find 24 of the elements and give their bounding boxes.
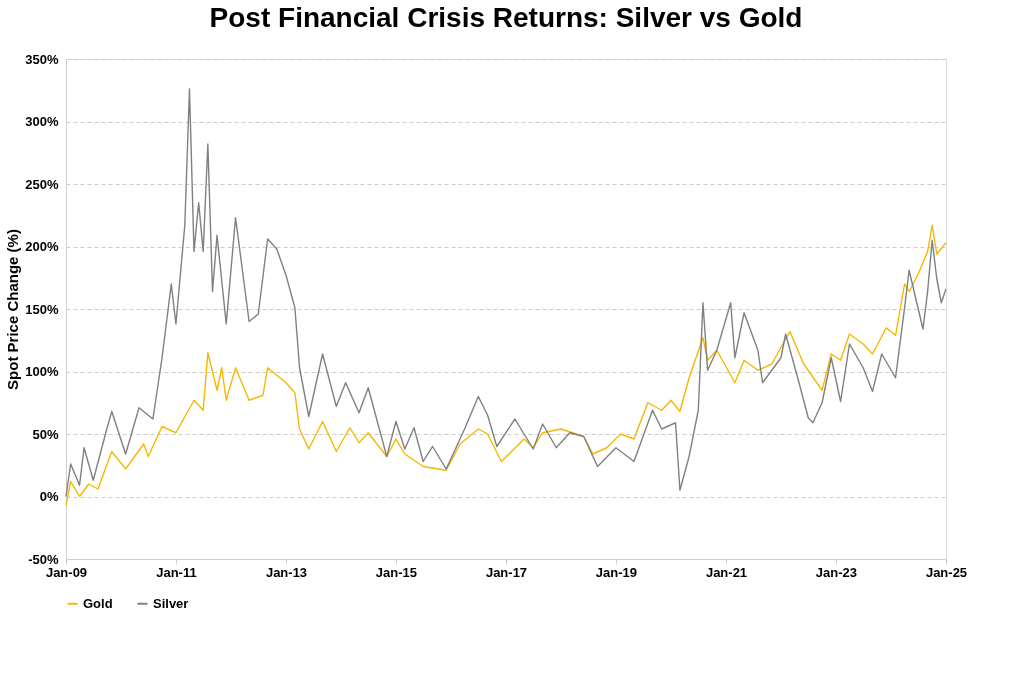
x-tick-label: Jan-25: [925, 564, 968, 580]
legend-label: Silver: [153, 595, 189, 611]
y-tick-label: 50%: [32, 426, 59, 442]
y-tick-label: 300%: [25, 114, 59, 129]
y-axis-title: Spot Price Change (%): [4, 229, 22, 390]
x-tick-label: Jan-19: [595, 564, 638, 580]
line-series: [65, 88, 947, 498]
x-tick-label: Jan-11: [156, 564, 197, 580]
y-tick-label: 250%: [25, 176, 59, 192]
y-tick-label: 150%: [25, 301, 59, 317]
y-tick-label: 0%: [39, 489, 59, 504]
x-tick-label: Jan-15: [375, 564, 418, 580]
x-tick-label: Jan-13: [265, 564, 308, 580]
x-tick-label: Jan-09: [45, 564, 88, 580]
x-tick-label: Jan-23: [815, 564, 858, 580]
x-tick-label: Jan-17: [485, 564, 528, 580]
legend-label: Gold: [83, 595, 113, 611]
y-tick-label: 200%: [25, 239, 59, 254]
y-tick-label: -50%: [28, 551, 59, 567]
y-tick-label: 100%: [25, 364, 59, 379]
y-tick-label: 350%: [25, 51, 59, 67]
chart-title: Post Financial Crisis Returns: Silver vs Gold: [209, 2, 803, 33]
x-tick-label: Jan-21: [705, 564, 748, 580]
line-series: [65, 224, 947, 506]
